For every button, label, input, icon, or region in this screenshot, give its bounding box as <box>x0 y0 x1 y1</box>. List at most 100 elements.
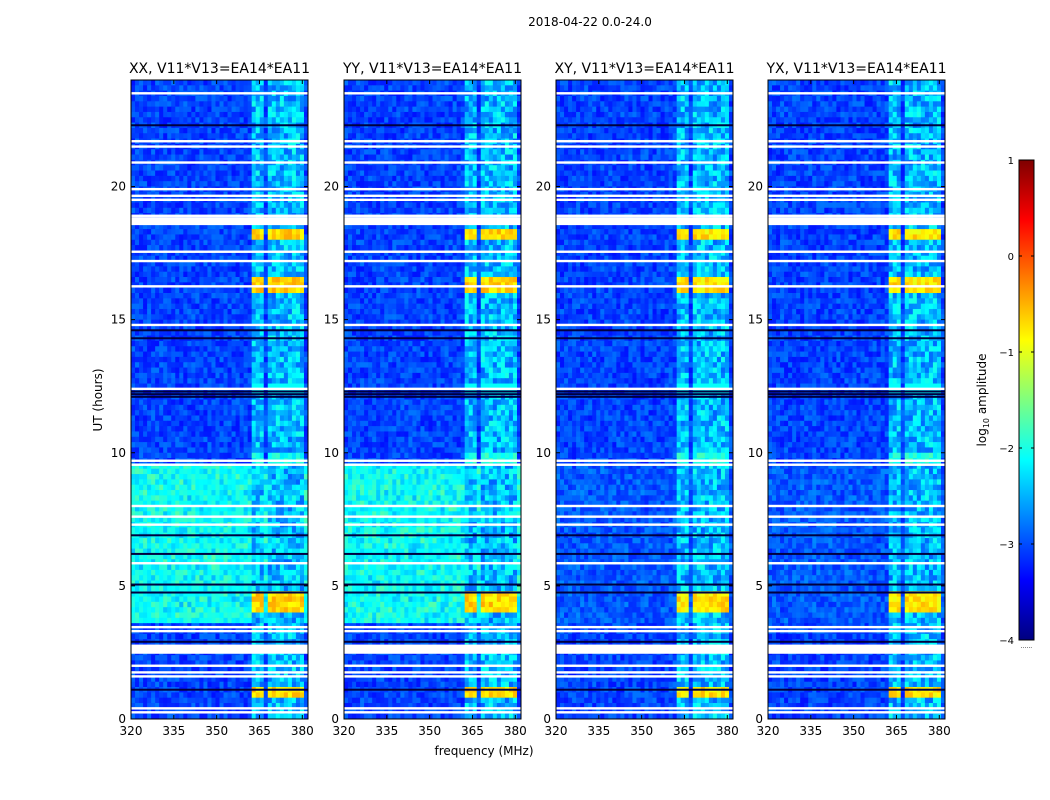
heatmap-cell <box>287 633 293 640</box>
heatmap-cell <box>223 537 228 544</box>
heatmap-cell <box>263 580 269 587</box>
heatmap-cell <box>251 245 257 251</box>
heatmap-cell <box>175 564 180 571</box>
heatmap-cell <box>255 255 261 262</box>
heatmap-cell <box>275 367 281 374</box>
heatmap-cell <box>255 245 261 251</box>
heatmap-cell <box>223 154 228 161</box>
heatmap-cell <box>299 607 305 613</box>
heatmap-cell <box>275 202 281 209</box>
heatmap-cell <box>231 420 236 427</box>
heatmap-cell <box>131 95 136 102</box>
heatmap-cell <box>143 367 148 374</box>
heatmap-cell <box>303 154 309 161</box>
heatmap-cell <box>255 165 261 171</box>
heatmap-cell <box>271 117 277 124</box>
heatmap-cell <box>139 426 144 432</box>
heatmap-cell <box>207 324 212 331</box>
heatmap-cell <box>131 170 136 177</box>
heatmap-cell <box>167 266 172 273</box>
heatmap-cell <box>215 298 220 305</box>
heatmap-cell <box>191 463 196 470</box>
heatmap-cell <box>199 495 204 502</box>
heatmap-cell <box>163 85 168 92</box>
heatmap-cell <box>191 404 196 411</box>
heatmap-cell <box>215 346 220 352</box>
heatmap-cell <box>239 500 245 507</box>
heatmap-cell <box>163 569 168 576</box>
heatmap-cell <box>235 277 241 283</box>
heatmap-cell <box>223 106 228 113</box>
heatmap-cell <box>255 340 261 347</box>
heatmap-cell <box>179 271 184 278</box>
heatmap-cell <box>251 601 257 608</box>
heatmap-cell <box>263 617 269 624</box>
heatmap-cell <box>203 399 208 406</box>
heatmap-cell <box>207 506 212 512</box>
heatmap-cell <box>159 580 164 587</box>
heatmap-cell <box>203 175 208 182</box>
heatmap-cell <box>187 287 192 294</box>
heatmap-cell <box>243 106 249 113</box>
heatmap-cell <box>299 447 305 454</box>
heatmap-cell <box>143 676 148 683</box>
heatmap-cell <box>167 133 172 139</box>
heatmap-cell <box>167 298 172 305</box>
heatmap-cell <box>267 95 273 102</box>
heatmap-cell <box>203 479 208 486</box>
heatmap-cell <box>279 506 285 512</box>
heatmap-cell <box>263 537 269 544</box>
heatmap-cell <box>247 149 253 155</box>
heatmap-cell <box>147 548 152 555</box>
heatmap-cell <box>303 170 309 177</box>
heatmap-cell <box>163 442 168 448</box>
heatmap-cell <box>195 319 200 326</box>
heatmap-cell <box>271 362 277 368</box>
heatmap-cell <box>303 372 309 379</box>
heatmap-cell <box>283 250 289 257</box>
heatmap-cell <box>159 111 164 118</box>
heatmap-cell <box>151 527 156 534</box>
heatmap-cell <box>279 655 285 661</box>
heatmap-cell <box>267 239 273 246</box>
heatmap-cell <box>207 442 212 448</box>
heatmap-cell <box>239 426 245 432</box>
heatmap-cell <box>175 585 180 592</box>
heatmap-cell <box>251 580 257 587</box>
heatmap-cell <box>223 324 228 331</box>
heatmap-cell <box>291 165 297 171</box>
heatmap-cell <box>143 490 148 496</box>
heatmap-cell <box>283 543 289 550</box>
heatmap-cell <box>199 468 204 475</box>
heatmap-cell <box>247 261 253 267</box>
heatmap-cell <box>143 287 148 294</box>
heatmap-cell <box>239 617 245 624</box>
heatmap-cell <box>179 101 184 108</box>
heatmap-cell <box>295 452 301 459</box>
heatmap-cell <box>259 277 265 283</box>
heatmap-cell <box>191 324 196 331</box>
heatmap-cell <box>199 490 204 496</box>
heatmap-cell <box>147 585 152 592</box>
heatmap-cell <box>287 266 293 273</box>
heatmap-cell <box>175 681 180 688</box>
heatmap-cell <box>295 154 301 161</box>
heatmap-cell <box>191 298 196 305</box>
heatmap-cell <box>139 612 144 619</box>
heatmap-cell <box>211 202 216 209</box>
heatmap-cell <box>223 80 228 86</box>
heatmap-cell <box>131 415 136 422</box>
heatmap-cell <box>151 671 156 677</box>
heatmap-cell <box>131 165 136 171</box>
heatmap-cell <box>203 591 208 597</box>
heatmap-cell <box>263 436 269 443</box>
heatmap-cell <box>187 85 192 92</box>
heatmap-cell <box>139 372 144 379</box>
heatmap-cell <box>263 431 269 438</box>
heatmap-cell <box>247 442 253 448</box>
heatmap-cell <box>159 266 164 273</box>
heatmap-cell <box>283 548 289 555</box>
heatmap-cell <box>187 660 192 667</box>
heatmap-cell <box>243 181 249 187</box>
heatmap-cell <box>211 442 216 448</box>
